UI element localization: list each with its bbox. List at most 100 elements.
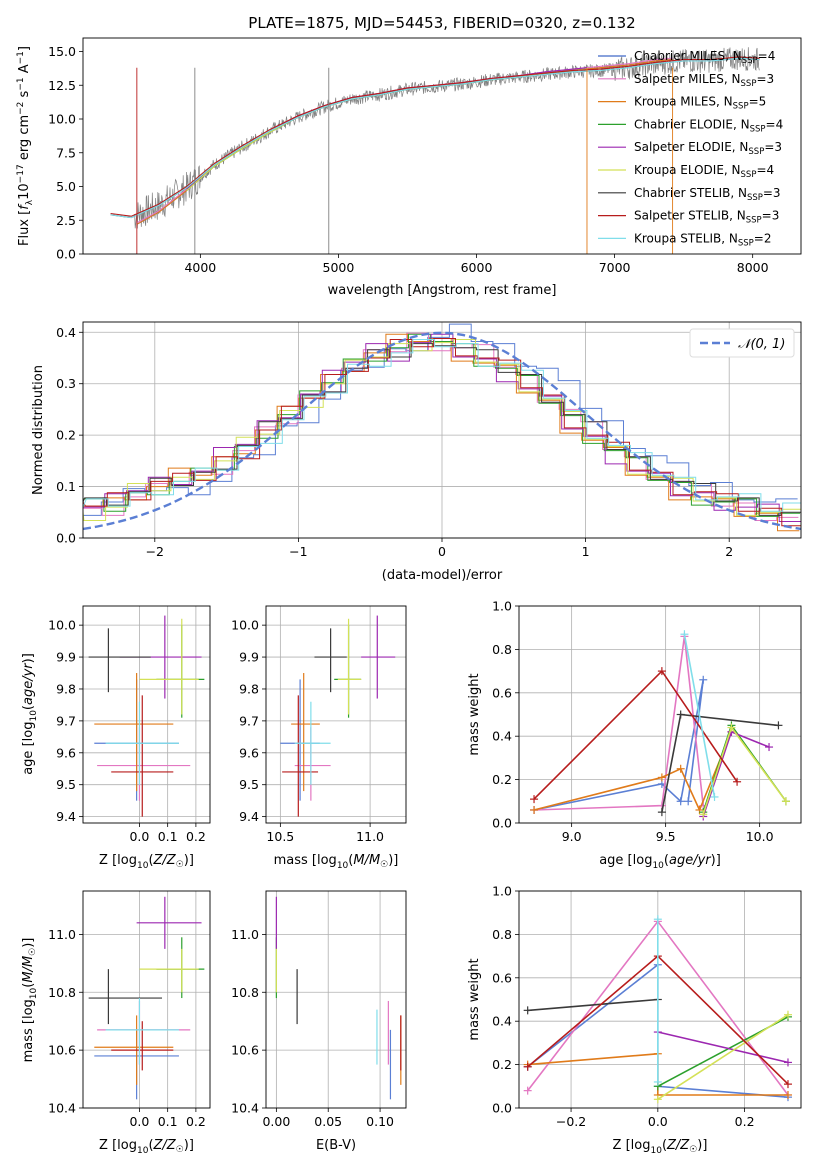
x-tick-label: 10.0 <box>746 829 774 844</box>
histogram-4 <box>83 333 801 522</box>
legend-label: Salpeter ELODIE, NSSP=3 <box>634 140 782 157</box>
x-tick-label: 0.10 <box>366 1114 394 1129</box>
legend-label: Kroupa ELODIE, NSSP=4 <box>634 163 774 180</box>
model-line-1 <box>136 57 673 224</box>
data-point-2 <box>94 673 174 792</box>
data-point-5 <box>337 618 362 715</box>
y-tick-label: 10.0 <box>48 112 76 127</box>
histogram-5 <box>83 339 801 521</box>
data-point-1 <box>97 1000 191 1065</box>
y-tick-label: 11.0 <box>231 927 259 942</box>
model-line-2 <box>136 59 673 225</box>
model-line-5 <box>186 68 588 192</box>
y-tick-label: 0.8 <box>492 642 512 657</box>
legend: Chabrier MILES, NSSP=4 Salpeter MILES, NS… <box>598 49 783 248</box>
x-axis-label: (data-model)/error <box>382 568 503 583</box>
y-tick-label: 2.5 <box>56 213 76 228</box>
data-point-8 <box>105 998 179 1065</box>
weight-marker <box>710 792 719 801</box>
y-tick-label: 9.5 <box>56 777 76 792</box>
y-tick-label: 10.6 <box>48 1043 76 1058</box>
x-tick-label: 0.2 <box>186 1114 206 1129</box>
y-tick-label: 1.0 <box>492 599 512 614</box>
weight-line-6 <box>527 998 658 1012</box>
y-tick-label: 0.0 <box>492 1101 512 1116</box>
model-line-8 <box>110 57 760 219</box>
legend-label: Chabrier ELODIE, NSSP=4 <box>634 117 783 134</box>
chart-title: PLATE=1875, MJD=54453, FIBERID=0320, z=0… <box>248 14 635 32</box>
data-point-5 <box>139 948 199 993</box>
data-point-3 <box>156 625 205 718</box>
panel-7: −0.2 0.0 0.2 0.0 0.2 0.4 0.6 0.8 1.0 Z [log10(Z/Z… <box>467 884 802 1156</box>
weight-marker <box>653 1077 662 1086</box>
y-tick-label: 10.0 <box>231 618 259 633</box>
panel-6: 0.00 0.05 0.10 10.4 10.6 10.8 11.0 E(B-V) <box>231 890 407 1153</box>
panel-0: 4000 5000 6000 7000 8000 0.0 2.5 5.0 7.5 10.0 12.5… <box>16 14 802 298</box>
axes-frame <box>82 605 211 824</box>
weight-marker <box>783 1010 792 1019</box>
legend-label: 𝒩(0, 1) <box>738 337 785 352</box>
histogram-2 <box>83 333 800 532</box>
x-tick-label: 11.0 <box>356 829 384 844</box>
data-point-6 <box>88 628 151 693</box>
legend-label: Kroupa STELIB, NSSP=2 <box>634 231 772 248</box>
y-tick-label: 0.4 <box>492 729 512 744</box>
axes-frame <box>518 890 802 1109</box>
histogram-8 <box>83 339 801 512</box>
axes-frame <box>82 37 802 255</box>
data-point-8 <box>105 701 179 785</box>
x-tick-label: 7000 <box>599 260 631 275</box>
weight-marker <box>727 723 736 732</box>
y-tick-label: 0.6 <box>492 685 512 700</box>
x-tick-label: 5000 <box>323 260 355 275</box>
weight-marker <box>765 743 774 752</box>
axes-frame <box>518 605 802 824</box>
histogram-3 <box>83 333 801 517</box>
axes-frame <box>82 890 211 1109</box>
y-tick-label: 0.1 <box>56 479 76 494</box>
x-tick-label: 0.2 <box>735 1114 755 1129</box>
x-tick-label: 0 <box>438 544 446 559</box>
weight-marker <box>657 667 666 676</box>
weight-marker <box>676 764 685 773</box>
x-tick-label: 0.00 <box>262 1114 290 1129</box>
histogram-7 <box>83 338 801 527</box>
weight-lines <box>523 915 792 1104</box>
weight-marker <box>783 1090 792 1099</box>
y-tick-label: 9.5 <box>239 777 259 792</box>
y-tick-label: 0.0 <box>492 816 512 831</box>
y-tick-label: 10.8 <box>231 985 259 1000</box>
x-tick-label: 0.05 <box>314 1114 342 1129</box>
legend-label: Kroupa MILES, NSSP=5 <box>634 95 766 112</box>
panel-1: −2 −1 0 1 2 0.0 0.1 0.2 0.3 0.4 (data-model)/error… <box>31 321 802 583</box>
legend-label: Chabrier STELIB, NSSP=3 <box>634 186 781 203</box>
weight-marker <box>657 773 666 782</box>
x-axis-label: Z [log10(Z/Z☉)] <box>99 1138 194 1156</box>
weight-marker <box>523 1062 532 1071</box>
x-tick-label: −0.2 <box>556 1114 586 1129</box>
weight-line-4 <box>702 730 770 817</box>
axes-frame <box>82 321 802 539</box>
error-bars <box>280 615 396 817</box>
y-tick-label: 0.4 <box>492 1014 512 1029</box>
y-tick-label: 10.8 <box>48 985 76 1000</box>
x-tick-label: 0.0 <box>129 1114 149 1129</box>
legend-box <box>689 328 795 358</box>
y-tick-label: 0.6 <box>492 970 512 985</box>
normal-curve <box>83 331 801 531</box>
x-tick-label: 6000 <box>461 260 493 275</box>
legend-label: Chabrier MILES, NSSP=4 <box>634 49 775 66</box>
x-tick-label: 8000 <box>737 260 769 275</box>
data-point-6 <box>314 628 347 693</box>
x-tick-label: −1 <box>289 544 307 559</box>
x-axis-label: Z [log10(Z/Z☉)] <box>99 853 194 871</box>
y-tick-label: 9.8 <box>239 681 259 696</box>
x-tick-label: 9.0 <box>562 829 582 844</box>
axes-frame <box>265 605 407 824</box>
weight-marker <box>523 1006 532 1015</box>
x-tick-label: 10.5 <box>266 829 294 844</box>
spectrum-lines <box>110 47 760 254</box>
y-axis-label: mass weight <box>467 673 482 755</box>
y-tick-label: 0.4 <box>56 325 76 340</box>
weight-marker <box>781 797 790 806</box>
